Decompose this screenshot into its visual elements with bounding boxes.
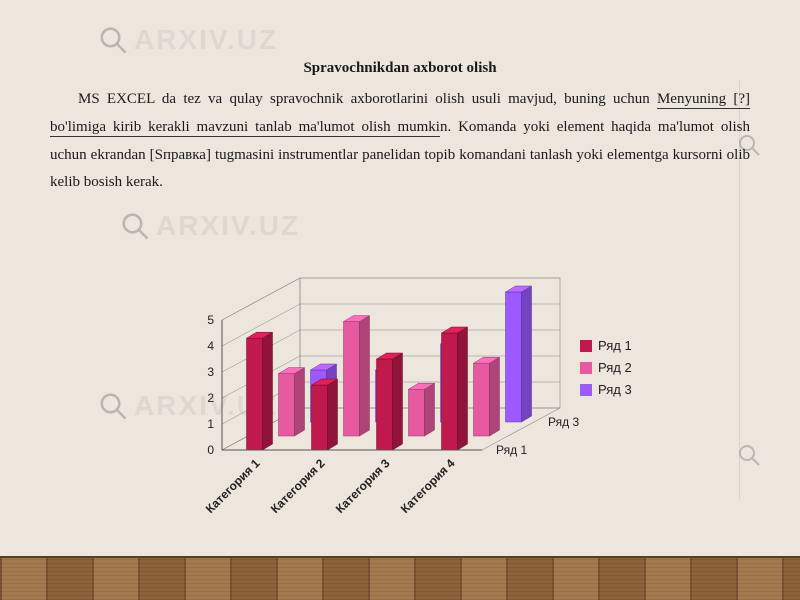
page-title: Spravochnikdan axborot olish [0,60,800,77]
watermark-side-icon [737,443,761,467]
para-pre: MS EXCEL da tez va qulay spravochnik axb… [78,91,657,107]
wood-floor-decoration [0,556,800,600]
svg-text:Категория 2: Категория 2 [268,456,328,516]
svg-text:Ряд 3: Ряд 3 [598,382,632,397]
svg-text:5: 5 [207,313,214,327]
watermark: ARXIV.UZ [98,24,278,56]
svg-text:1: 1 [207,417,214,431]
bar-chart-3d: 0 1 2 3 4 5 Категория 1Категория 2Категория 3К… [160,260,680,550]
svg-text:2: 2 [207,391,214,405]
svg-text:Категория 3: Категория 3 [333,456,393,516]
watermark-text: ARXIV.UZ [134,24,278,56]
watermark-text: ARXIV.UZ [156,210,300,242]
watermark: ARXIV.UZ [120,210,300,242]
svg-text:Ряд 2: Ряд 2 [598,360,632,375]
svg-text:Категория 1: Категория 1 [203,456,263,516]
svg-text:Ряд 3: Ряд 3 [548,415,579,429]
body-paragraph: MS EXCEL da tez va qulay spravochnik axb… [50,86,750,197]
svg-text:Ряд 1: Ряд 1 [598,338,632,353]
svg-text:Категория 4: Категория 4 [398,456,458,516]
svg-text:4: 4 [207,339,214,353]
svg-text:Ряд 1: Ряд 1 [496,443,527,457]
svg-text:0: 0 [207,443,214,457]
svg-text:3: 3 [207,365,214,379]
